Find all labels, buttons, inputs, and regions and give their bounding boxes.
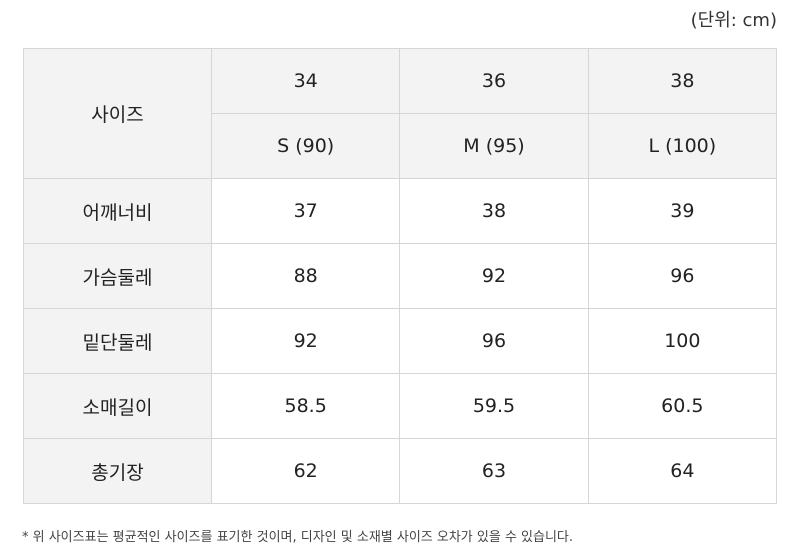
size-number: 38 <box>587 48 778 114</box>
measurement-cell: 100 <box>587 308 778 374</box>
row-label: 소매길이 <box>23 373 212 439</box>
size-code: S (90) <box>210 113 401 179</box>
measurement-cell: 60.5 <box>587 373 778 439</box>
table-row: 밑단둘레 92 96 100 <box>23 308 778 374</box>
row-label: 밑단둘레 <box>23 308 212 374</box>
measurement-cell: 58.5 <box>210 373 401 439</box>
measurement-cell: 96 <box>399 308 589 374</box>
unit-label: (단위: cm) <box>690 10 777 31</box>
measurement-cell: 62 <box>210 438 401 504</box>
measurement-cell: 88 <box>210 243 401 309</box>
measurement-cell: 38 <box>399 178 589 244</box>
measurement-cell: 64 <box>587 438 778 504</box>
size-number: 36 <box>399 48 589 114</box>
measurement-cell: 63 <box>399 438 589 504</box>
measurement-cell: 92 <box>399 243 589 309</box>
size-chart-table: 사이즈 34 36 38 S (90) M (95) L (100) 어깨너비 3… <box>23 48 778 504</box>
row-label: 가슴둘레 <box>23 243 212 309</box>
size-code: L (100) <box>587 113 778 179</box>
header-label: 사이즈 <box>23 48 212 179</box>
disclaimer-note: * 위 사이즈표는 평균적인 사이즈를 표기한 것이며, 디자인 및 소재별 사… <box>22 530 574 545</box>
row-label: 어깨너비 <box>23 178 212 244</box>
measurement-cell: 59.5 <box>399 373 589 439</box>
size-code: M (95) <box>399 113 589 179</box>
row-label: 총기장 <box>23 438 212 504</box>
measurement-cell: 96 <box>587 243 778 309</box>
table-header-row: S (90) M (95) L (100) <box>24 113 778 179</box>
measurement-cell: 92 <box>210 308 401 374</box>
measurement-cell: 39 <box>587 178 778 244</box>
size-number: 34 <box>210 48 401 114</box>
measurement-cell: 37 <box>210 178 401 244</box>
table-row: 어깨너비 37 38 39 <box>23 178 778 244</box>
table-row: 총기장 62 63 64 <box>23 438 778 504</box>
table-row: 가슴둘레 88 92 96 <box>23 243 778 309</box>
table-header-row: 사이즈 34 36 38 <box>23 48 778 179</box>
table-row: 소매길이 58.5 59.5 60.5 <box>23 373 778 439</box>
